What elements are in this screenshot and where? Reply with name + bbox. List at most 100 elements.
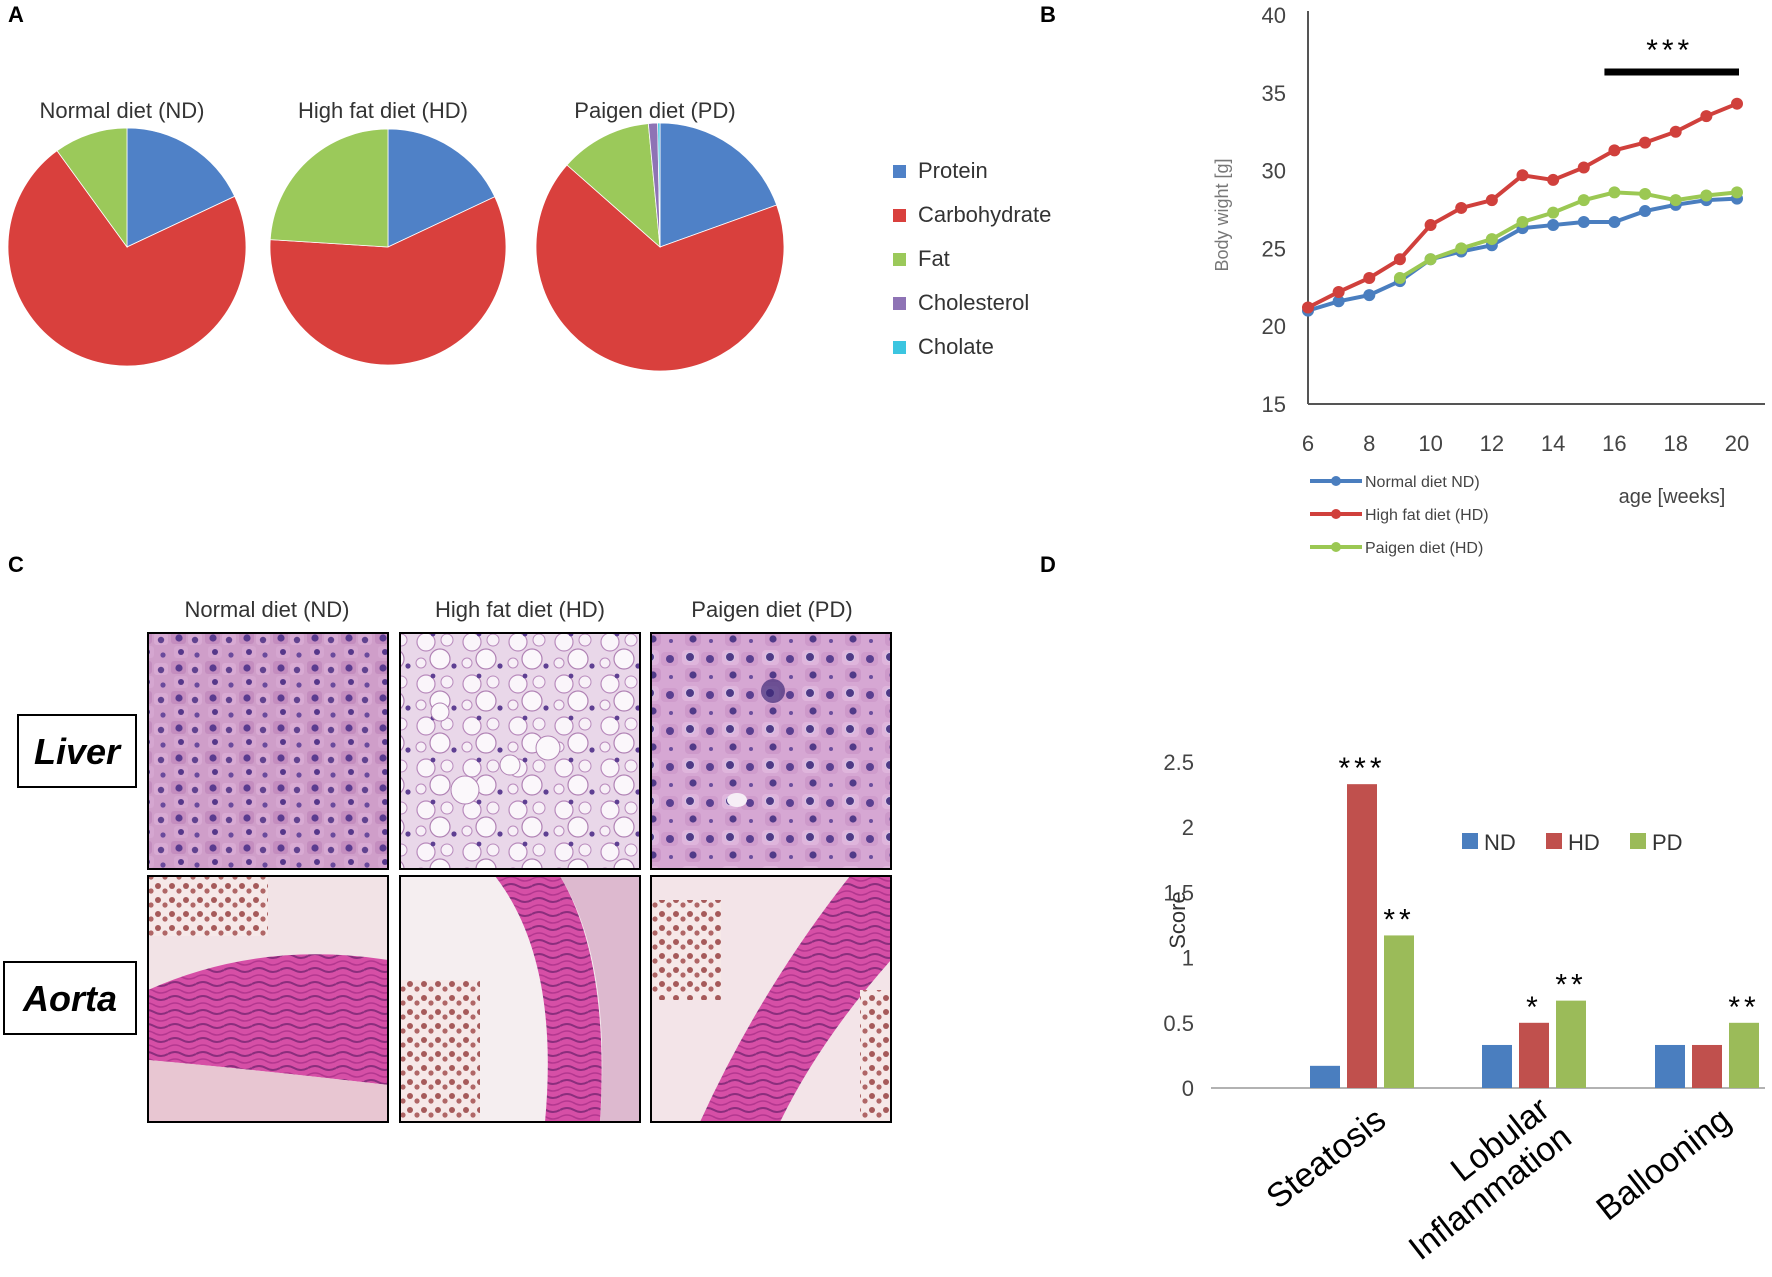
bar-nd-ballooning (1655, 1044, 1685, 1088)
bar-stars: *** (1338, 752, 1385, 785)
data-point (1731, 97, 1743, 110)
bar-hd-ballooning (1692, 1044, 1722, 1088)
aorta-label: Aorta (22, 978, 117, 1019)
legend-label-paigen-diet-hd: Paigen diet (HD) (1365, 540, 1483, 557)
panel-letter-d: D (1040, 552, 1056, 577)
pie-slice-carbohydrate (7, 150, 247, 367)
pie-title: High fat diet (HD) (298, 98, 468, 123)
y-tick-label: 1.5 (1163, 880, 1194, 905)
line-chart-legend: Normal diet ND) High fat diet (HD) Paigen … (1310, 474, 1489, 557)
pie-slice-carbohydrate (535, 164, 785, 372)
aorta-image-nd (148, 876, 388, 1122)
histology-col-hd: High fat diet (HD) (435, 597, 605, 622)
pie-slice-carbohydrate (269, 196, 507, 366)
bar-pd-ballooning (1729, 1022, 1759, 1088)
y-tick-label: 1 (1182, 946, 1194, 971)
pie-slice-protein (659, 122, 778, 248)
data-point (1485, 194, 1498, 207)
liver-label: Liver (34, 731, 122, 772)
pie-slice-fat (56, 127, 128, 249)
pie-paigen-diet-pd: Paigen diet (PD) (535, 98, 785, 372)
bar-stars: ** (1728, 991, 1759, 1024)
y-tick-label: 35 (1262, 81, 1286, 106)
data-point (1700, 110, 1713, 123)
bar-stars: ** (1383, 903, 1414, 936)
bar-stars: * (1526, 991, 1542, 1024)
category-label-line: Ballooning (1589, 1100, 1738, 1228)
category-label-steatosis: Steatosis (1259, 1100, 1393, 1216)
series-paigen-diet-hd (1393, 186, 1743, 284)
legend-swatch-nd (1462, 833, 1478, 849)
category-label-ballooning: Ballooning (1589, 1100, 1738, 1228)
pie-normal-diet-nd: Normal diet (ND) (7, 98, 247, 367)
data-point (1731, 186, 1743, 199)
data-point (1302, 301, 1314, 314)
pie-group: Normal diet (ND) High fat diet (HD) Paigen… (7, 98, 785, 372)
legend-label-hd: HD (1568, 830, 1600, 855)
x-tick-label: 18 (1663, 431, 1687, 456)
liver-label-box (17, 714, 137, 788)
legend-marker (1331, 509, 1341, 519)
pie-title: Normal diet (ND) (39, 98, 204, 123)
aorta-image-pd (651, 876, 891, 1122)
legend-marker (1331, 542, 1341, 552)
bar-hd-lobular-inflammation (1519, 1022, 1549, 1088)
bar-nd-lobular-inflammation (1482, 1044, 1512, 1088)
y-tick-label: 15 (1262, 392, 1286, 417)
legend-swatch-pd (1630, 833, 1646, 849)
y-tick-label: 2.5 (1163, 750, 1194, 775)
liver-image-nd (147, 632, 389, 870)
legend-label-normal-diet-nd: Normal diet ND) (1365, 474, 1480, 491)
data-point (1577, 215, 1590, 228)
data-point (1577, 161, 1590, 174)
liver-image-hd (399, 632, 641, 870)
significance-stars: *** (1646, 34, 1693, 67)
aorta-image-hd-frame (399, 875, 641, 1123)
y-tick-label: 0.5 (1163, 1011, 1194, 1036)
pie-slice-protein (126, 127, 236, 248)
legend-label-high-fat-diet-hd: High fat diet (HD) (1365, 507, 1489, 524)
panel-letter-c: C (8, 552, 24, 577)
line-chart-series (1302, 97, 1743, 317)
series-normal-diet-nd (1302, 192, 1743, 317)
y-tick-label: 25 (1262, 236, 1286, 261)
x-tick-label: 20 (1725, 431, 1749, 456)
data-point (1332, 295, 1345, 308)
category-label-line: Steatosis (1259, 1100, 1393, 1216)
data-point (1424, 219, 1437, 232)
y-axis-label: Score (1165, 891, 1190, 948)
pie-slice-fat (269, 128, 389, 248)
bar-chart-legend: ND HD PD (1462, 830, 1683, 855)
data-point (1639, 187, 1652, 200)
aorta-image-nd-frame (147, 875, 389, 1123)
pie-high-fat-diet-hd: High fat diet (HD) (269, 98, 507, 366)
data-point (1669, 125, 1682, 138)
panel-a-pie-charts: Normal diet (ND) High fat diet (HD) Paigen… (7, 98, 1051, 372)
x-tick-label: 16 (1602, 431, 1626, 456)
data-point (1577, 194, 1590, 207)
data-point (1485, 233, 1498, 246)
legend-swatch-cholesterol (893, 297, 906, 310)
data-point (1455, 201, 1468, 214)
y-axis-label: Body wight [g] (1212, 158, 1232, 271)
histology-col-nd: Normal diet (ND) (184, 597, 349, 622)
bar-pd-steatosis (1384, 935, 1414, 1088)
legend-swatch-protein (893, 165, 906, 178)
pie-slice-cholate (657, 122, 661, 248)
x-tick-label: 12 (1480, 431, 1504, 456)
y-tick-label: 0 (1182, 1076, 1194, 1101)
bar-stars: ** (1555, 969, 1586, 1002)
data-point (1363, 289, 1376, 302)
bar-hd-steatosis (1347, 784, 1377, 1088)
panel-b-line-chart: 15 20 25 30 35 40 6 8 10 12 14 16 18 20 Body wight [g]… (1212, 3, 1765, 557)
histology-col-pd: Paigen diet (PD) (691, 597, 852, 622)
x-tick-label: 14 (1541, 431, 1565, 456)
pie-legend: Protein Carbohydrate Fat Cholesterol Cholate (893, 158, 1051, 359)
legend-label-nd: ND (1484, 830, 1516, 855)
bar-nd-steatosis (1310, 1065, 1340, 1088)
legend-swatch-carbohydrate (893, 209, 906, 222)
bar-pd-lobular-inflammation (1556, 1000, 1586, 1088)
y-tick-label: 2 (1182, 815, 1194, 840)
x-tick-label: 10 (1418, 431, 1442, 456)
data-point (1608, 215, 1621, 228)
